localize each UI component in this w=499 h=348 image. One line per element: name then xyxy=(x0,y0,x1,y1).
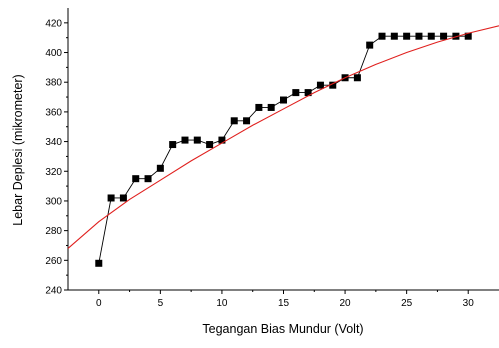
data-point xyxy=(255,103,263,111)
plot-frame xyxy=(67,8,499,291)
data-point xyxy=(464,32,472,40)
y-tick-label: 400 xyxy=(45,48,62,59)
data-point xyxy=(218,136,226,144)
data-point xyxy=(415,32,423,40)
x-axis-title: Tegangan Bias Mundur (Volt) xyxy=(202,322,363,336)
data-point xyxy=(144,175,152,183)
data-point xyxy=(119,194,127,202)
data-point xyxy=(132,175,140,183)
data-point xyxy=(390,32,398,40)
y-tick-label: 240 xyxy=(45,286,62,297)
x-tick-label: 25 xyxy=(401,298,413,309)
data-point xyxy=(378,32,386,40)
x-tick-label: 5 xyxy=(158,298,164,309)
data-point xyxy=(304,89,312,97)
series-layer xyxy=(67,25,499,267)
data-point xyxy=(156,164,164,172)
data-point xyxy=(329,81,337,89)
x-axis-ticks: 0 5 10 15 20 25 30 xyxy=(96,290,474,309)
x-tick-label: 15 xyxy=(278,298,290,309)
data-point xyxy=(403,32,411,40)
data-point xyxy=(206,141,214,149)
data-point xyxy=(107,194,115,202)
data-point xyxy=(169,141,177,149)
data-point xyxy=(95,259,103,267)
x-tick-label: 10 xyxy=(216,298,228,309)
y-tick-label: 380 xyxy=(45,78,62,89)
y-tick-label: 420 xyxy=(45,18,62,29)
data-point xyxy=(353,74,361,82)
data-point xyxy=(193,136,201,144)
data-point xyxy=(243,117,251,125)
data-point xyxy=(316,81,324,89)
fit-curve xyxy=(67,25,499,249)
y-axis-ticks: 240 260 280 300 320 340 360 380 400 420 xyxy=(45,18,68,297)
data-point xyxy=(292,89,300,97)
y-tick-label: 300 xyxy=(45,196,62,207)
data-point xyxy=(452,32,460,40)
data-point xyxy=(267,103,275,111)
data-point xyxy=(440,32,448,40)
y-tick-label: 360 xyxy=(45,107,62,118)
y-tick-label: 320 xyxy=(45,167,62,178)
data-series-line xyxy=(98,35,469,264)
data-point xyxy=(366,41,374,49)
y-tick-label: 280 xyxy=(45,226,62,237)
x-tick-label: 0 xyxy=(96,298,102,309)
x-tick-label: 20 xyxy=(340,298,352,309)
y-tick-label: 260 xyxy=(45,256,62,267)
y-tick-label: 340 xyxy=(45,137,62,148)
y-axis-title: Lebar Deplesi (mikrometer) xyxy=(11,74,25,225)
data-point xyxy=(280,96,287,104)
data-point xyxy=(427,32,435,40)
data-point xyxy=(181,136,189,144)
data-point xyxy=(230,117,238,125)
x-tick-label: 30 xyxy=(463,298,475,309)
